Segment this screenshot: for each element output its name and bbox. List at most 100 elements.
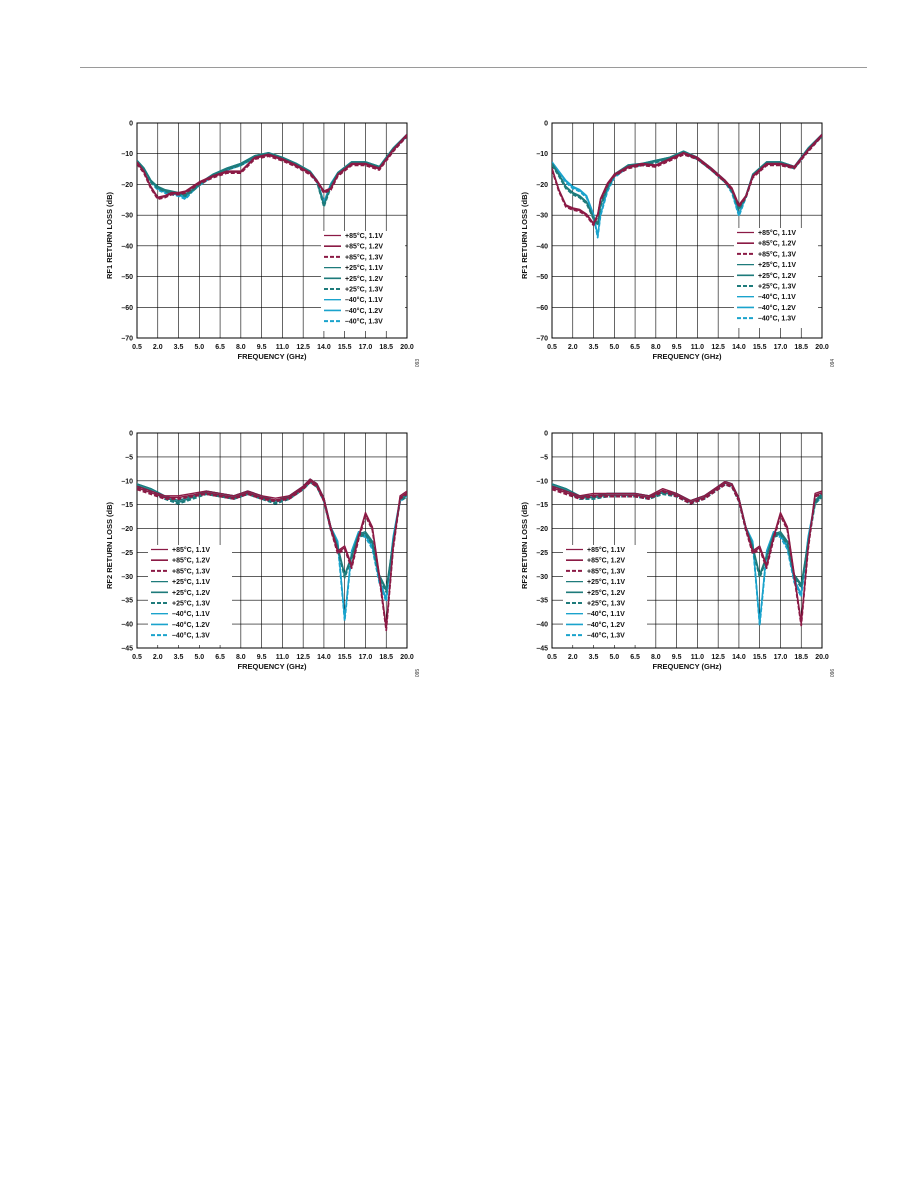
- series-line-room-v3: [137, 135, 407, 208]
- x-tick-label: 2.0: [153, 344, 163, 351]
- legend-label: +85°C, 1.1V: [172, 546, 210, 554]
- chart-svg: 0.5 2.0 3.5 5.0 6.5 8.0 9.5 11.0 12.5 14.0 15.5 17.…: [520, 431, 836, 678]
- y-tick-label: 0: [129, 121, 133, 128]
- legend-label: +85°C, 1.2V: [345, 243, 383, 251]
- x-tick-label: 11.0: [276, 344, 289, 351]
- x-tick-label: 6.5: [215, 344, 225, 351]
- y-tick-label: –15: [536, 502, 548, 509]
- x-tick-label: 12.5: [296, 344, 310, 351]
- legend-label: –40°C, 1.3V: [172, 632, 210, 640]
- series-line-room-v2: [137, 133, 407, 206]
- series-line-hot-v3: [137, 481, 407, 632]
- y-tick-label: –50: [536, 274, 548, 281]
- x-tick-label: 0.5: [547, 344, 557, 351]
- y-tick-label: –10: [121, 151, 133, 158]
- series-line-hot-v2: [552, 480, 822, 624]
- legend-label: +25°C, 1.3V: [587, 600, 625, 608]
- x-tick-label: 12.5: [296, 654, 310, 661]
- y-tick-label: –60: [536, 305, 548, 312]
- legend-label: +25°C, 1.3V: [172, 600, 210, 608]
- legend-label: –40°C, 1.2V: [345, 307, 383, 315]
- series-line-hot-v2: [552, 133, 822, 224]
- figure-id: 096: [830, 669, 836, 678]
- series-line-hot-v3: [137, 135, 407, 201]
- y-tick-label: –35: [536, 598, 548, 605]
- y-tick-label: –30: [121, 213, 133, 220]
- figure-id: 094: [830, 359, 836, 368]
- y-tick-label: –30: [121, 574, 133, 581]
- legend-label: +25°C, 1.2V: [587, 589, 625, 597]
- legend-label: –40°C, 1.2V: [758, 304, 796, 312]
- y-tick-label: –40: [121, 622, 133, 629]
- y-tick-label: –45: [536, 646, 548, 653]
- x-tick-label: 11.0: [691, 654, 704, 661]
- y-tick-label: –10: [121, 478, 133, 485]
- legend-label: +25°C, 1.1V: [758, 261, 796, 269]
- x-tick-label: 3.5: [589, 654, 599, 661]
- x-tick-label: 2.0: [568, 344, 578, 351]
- series-line-cold-v2: [552, 133, 822, 237]
- x-tick-label: 18.5: [794, 344, 808, 351]
- y-tick-label: –20: [536, 526, 548, 533]
- x-axis-title: FREQUENCY (GHz): [237, 352, 307, 361]
- series-line-hot-v2: [137, 478, 407, 628]
- x-tick-label: 20.0: [815, 344, 829, 351]
- x-tick-label: 9.5: [672, 344, 682, 351]
- plot-frame: [551, 122, 823, 339]
- y-tick-label: –30: [536, 574, 548, 581]
- series-line-hot-v3: [552, 483, 822, 627]
- x-tick-label: 14.0: [732, 654, 746, 661]
- x-tick-label: 11.0: [691, 344, 704, 351]
- legend: +85°C, 1.1V +85°C, 1.2V +85°C, 1.3V +25°C, …: [734, 228, 818, 328]
- legend-label: –40°C, 1.3V: [587, 632, 625, 640]
- x-axis-title: FREQUENCY (GHz): [652, 662, 722, 671]
- legend-label: +85°C, 1.2V: [587, 557, 625, 565]
- x-tick-label: 9.5: [257, 654, 267, 661]
- x-tick-label: 17.0: [359, 344, 373, 351]
- legend-label: –40°C, 1.1V: [345, 296, 383, 304]
- x-tick-label: 15.5: [338, 654, 352, 661]
- legend: +85°C, 1.1V +85°C, 1.2V +85°C, 1.3V +25°C, …: [563, 545, 647, 645]
- x-tick-label: 20.0: [815, 654, 829, 661]
- legend-label: –40°C, 1.2V: [172, 621, 210, 629]
- x-tick-label: 9.5: [672, 654, 682, 661]
- series-line-hot-v2: [137, 133, 407, 198]
- y-tick-label: 0: [544, 431, 548, 438]
- x-tick-label: 5.0: [194, 654, 204, 661]
- legend-label: –40°C, 1.1V: [587, 610, 625, 618]
- legend-label: +25°C, 1.2V: [172, 589, 210, 597]
- y-tick-label: –30: [536, 213, 548, 220]
- legend-background: [148, 545, 232, 645]
- y-tick-label: –40: [121, 243, 133, 250]
- y-tick-label: –60: [121, 305, 133, 312]
- x-tick-label: 8.0: [651, 654, 661, 661]
- rf1-return-loss-chart-left: 0.5 2.0 3.5 5.0 6.5 8.0 9.5 11.0 12.5 14.0 15.5 17.…: [100, 118, 421, 378]
- x-tick-label: 8.0: [236, 344, 246, 351]
- y-tick-label: –40: [536, 243, 548, 250]
- legend-label: +85°C, 1.3V: [758, 250, 796, 258]
- x-tick-label: 14.0: [317, 654, 331, 661]
- plot-frame: [551, 432, 823, 649]
- y-tick-label: –50: [121, 274, 133, 281]
- legend-label: +25°C, 1.1V: [587, 578, 625, 586]
- x-tick-label: 3.5: [589, 344, 599, 351]
- chart-svg: 0.5 2.0 3.5 5.0 6.5 8.0 9.5 11.0 12.5 14.0 15.5 17.…: [105, 121, 421, 368]
- y-tick-label: –25: [536, 550, 548, 557]
- x-tick-label: 15.5: [753, 344, 767, 351]
- legend-label: –40°C, 1.3V: [345, 318, 383, 326]
- x-tick-label: 5.0: [194, 344, 204, 351]
- legend-background: [321, 231, 405, 331]
- y-tick-label: 0: [129, 431, 133, 438]
- legend: +85°C, 1.1V +85°C, 1.2V +85°C, 1.3V +25°C, …: [321, 231, 405, 331]
- x-tick-label: 12.5: [711, 344, 725, 351]
- rf2-return-loss-chart-right: 0.5 2.0 3.5 5.0 6.5 8.0 9.5 11.0 12.5 14.0 15.5 17.…: [515, 428, 836, 688]
- x-tick-label: 6.5: [630, 344, 640, 351]
- y-tick-label: –20: [121, 526, 133, 533]
- legend-label: +25°C, 1.3V: [345, 286, 383, 294]
- y-tick-label: –40: [536, 622, 548, 629]
- x-tick-label: 11.0: [276, 654, 289, 661]
- y-axis-title: RF1 RETURN LOSS (dB): [105, 191, 114, 279]
- y-tick-label: 0: [544, 121, 548, 128]
- x-tick-label: 18.5: [379, 654, 393, 661]
- legend-label: +85°C, 1.3V: [172, 567, 210, 575]
